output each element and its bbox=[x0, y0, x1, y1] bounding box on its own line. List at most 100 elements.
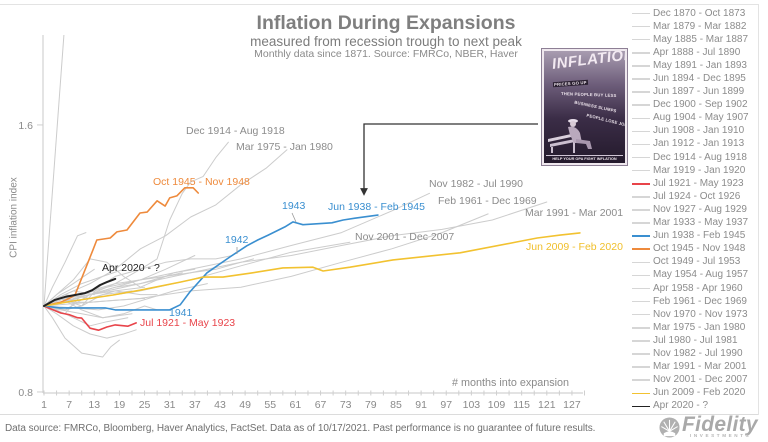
legend-label: Nov 2001 - Dec 2007 bbox=[653, 374, 748, 386]
legend-label: Apr 1958 - Apr 1960 bbox=[653, 282, 743, 294]
legend-swatch bbox=[632, 52, 650, 54]
y-axis-title: CPI inflation index bbox=[8, 177, 20, 258]
legend-swatch bbox=[632, 300, 650, 303]
poster-text-line: THEN PEOPLE BUY LESS bbox=[560, 91, 617, 98]
poster-text-line: BUSINESS SLUMPS bbox=[573, 99, 618, 114]
legend-label: Feb 1961 - Dec 1969 bbox=[653, 295, 747, 307]
x-tick-label: 97 bbox=[440, 399, 452, 411]
legend-label: Nov 1970 - Nov 1973 bbox=[653, 308, 748, 320]
legend-swatch bbox=[632, 38, 650, 41]
x-tick-label: 115 bbox=[513, 399, 530, 411]
poster-text-line: PRICES GO UP bbox=[552, 79, 588, 88]
axes: 1 7 13 19 25 31 37 43 49 55 61 67 73 79 85 91 97 103 109 11… bbox=[18, 35, 586, 411]
x-tick-label: 103 bbox=[463, 399, 481, 411]
legend-item-apr-1888-jul-1890: Apr 1888 - Jul 1890 bbox=[632, 46, 758, 59]
x-tick-label: 19 bbox=[114, 399, 126, 411]
legend-label: Dec 1900 - Sep 1902 bbox=[653, 99, 748, 111]
chart-title: Inflation During Expansions bbox=[256, 12, 516, 34]
legend-label: May 1954 - Aug 1957 bbox=[653, 269, 749, 281]
legend-swatch bbox=[632, 274, 650, 277]
annotation-dec-1914: Dec 1914 - Aug 1918 bbox=[186, 125, 285, 137]
legend-item-jun-1908-jan-1910: Jun 1908 - Jan 1910 bbox=[632, 125, 758, 138]
poster-footer-text: HELP YOUR OPA FIGHT INFLATION bbox=[546, 155, 623, 161]
y-tick-label: 1.6 bbox=[18, 120, 33, 132]
legend-right-border bbox=[758, 4, 759, 415]
legend-item-may-1891-jan-1893: May 1891 - Jan 1893 bbox=[632, 59, 758, 72]
legend-label: Oct 1949 - Jul 1953 bbox=[653, 256, 741, 268]
legend-swatch bbox=[632, 143, 650, 146]
series-line-feb-1961-dec-1969 bbox=[43, 213, 489, 307]
x-axis-title: # months into expansion bbox=[452, 377, 570, 389]
legend-item-dec-1900-sep-1902: Dec 1900 - Sep 1902 bbox=[632, 99, 758, 112]
legend-item-apr-2020: Apr 2020 - ? bbox=[632, 400, 758, 413]
legend-item-jun-1938-feb-1945: Jun 1938 - Feb 1945 bbox=[632, 230, 758, 243]
top-border bbox=[0, 4, 758, 5]
series-line-jul-1980-jul-1981 bbox=[43, 268, 95, 307]
legend-item-aug-1904-may-1907: Aug 1904 - May 1907 bbox=[632, 112, 758, 125]
inflation-poster-image: INFLATION PRICES GO UP THEN PEOPLE BUY L… bbox=[541, 48, 628, 166]
poster-man-on-bench-illustration bbox=[548, 119, 592, 153]
legend-label: Jun 1938 - Feb 1945 bbox=[653, 230, 746, 242]
legend-item-jan-1912-jan-1913: Jan 1912 - Jan 1913 bbox=[632, 138, 758, 151]
legend-label: Mar 1933 - May 1937 bbox=[653, 217, 749, 229]
chart-subtitle: measured from recession trough to next p… bbox=[250, 34, 522, 49]
x-tick-label: 49 bbox=[239, 399, 251, 411]
legend-label: Oct 1945 - Nov 1948 bbox=[653, 243, 746, 255]
legend-swatch bbox=[632, 156, 650, 159]
legend-swatch bbox=[632, 117, 650, 120]
legend-swatch bbox=[632, 130, 650, 133]
series-line-oct-1945-nov-1948 bbox=[43, 187, 199, 307]
fidelity-logo: Fidelity INVESTMENTS bbox=[659, 413, 767, 440]
annotation-nov-2001: Nov 2001 - Dec 2007 bbox=[355, 231, 455, 243]
legend-swatch bbox=[632, 261, 650, 264]
y-tick-label: 0.8 bbox=[18, 387, 33, 399]
series-line-may-1885-mar-1887 bbox=[43, 305, 137, 339]
legend-swatch bbox=[632, 169, 650, 172]
legend-swatch bbox=[632, 65, 650, 67]
logo-brand-text: Fidelity bbox=[682, 413, 758, 436]
series-line-jun-1894-dec-1895 bbox=[43, 305, 120, 358]
legend-label: Mar 1919 - Jan 1920 bbox=[653, 164, 746, 176]
legend-swatch bbox=[632, 25, 650, 28]
legend-item-may-1954-aug-1957: May 1954 - Aug 1957 bbox=[632, 269, 758, 282]
x-tick-label: 55 bbox=[264, 399, 276, 411]
legend-label: Jun 1908 - Jan 1910 bbox=[653, 125, 745, 137]
series-line-dec-1870-oct-1873 bbox=[43, 35, 65, 307]
series-line-jun-1938-feb-1945 bbox=[43, 214, 379, 311]
legend-item-nov-2001-dec-2007: Nov 2001 - Dec 2007 bbox=[632, 374, 758, 387]
legend-swatch bbox=[632, 379, 650, 381]
x-tick-label: 61 bbox=[290, 399, 302, 411]
series-line-mar-1975-jan-1980 bbox=[43, 149, 288, 307]
legend-item-nov-1970-nov-1973: Nov 1970 - Nov 1973 bbox=[632, 308, 758, 321]
legend-swatch bbox=[632, 183, 650, 185]
legend-swatch bbox=[632, 392, 650, 395]
annotation-nov-1982: Nov 1982 - Jul 1990 bbox=[429, 178, 523, 190]
legend-item-apr-1958-apr-1960: Apr 1958 - Apr 1960 bbox=[632, 282, 758, 295]
legend-item-mar-1933-may-1937: Mar 1933 - May 1937 bbox=[632, 217, 758, 230]
x-tick-label: 1 bbox=[41, 399, 47, 411]
series-line-jun-2009-feb-2020 bbox=[43, 232, 581, 307]
x-tick-label: 7 bbox=[66, 399, 72, 411]
legend-swatch bbox=[632, 287, 650, 290]
legend-swatch bbox=[632, 235, 650, 237]
x-tick-label: 91 bbox=[415, 399, 427, 411]
x-tick-label: 67 bbox=[315, 399, 327, 411]
annotation-mar-1975: Mar 1975 - Jan 1980 bbox=[236, 141, 333, 153]
annotation-jul-1921: Jul 1921 - May 1923 bbox=[140, 317, 236, 329]
legend-item-jun-2009-feb-2020: Jun 2009 - Feb 2020 bbox=[632, 387, 758, 400]
legend-label: Apr 2020 - ? bbox=[653, 400, 709, 412]
x-tick-label: 43 bbox=[214, 399, 226, 411]
series-line-mar-1919-jan-1920 bbox=[43, 232, 87, 307]
annotation-jun-2009: Jun 2009 - Feb 2020 bbox=[526, 241, 623, 253]
series-line-nov-1982-jul-1990 bbox=[43, 192, 430, 307]
legend-label: Aug 1904 - May 1907 bbox=[653, 112, 749, 124]
legend-swatch bbox=[632, 327, 650, 329]
annotation-1943: 1943 bbox=[282, 200, 306, 212]
legend-label: May 1891 - Jan 1893 bbox=[653, 59, 747, 71]
legend-label: May 1885 - Mar 1887 bbox=[653, 33, 749, 45]
poster-headline: INFLATION bbox=[551, 49, 627, 73]
legend-label: Mar 1991 - Mar 2001 bbox=[653, 361, 747, 373]
legend-swatch bbox=[632, 405, 650, 408]
x-tick-label: 37 bbox=[189, 399, 201, 411]
